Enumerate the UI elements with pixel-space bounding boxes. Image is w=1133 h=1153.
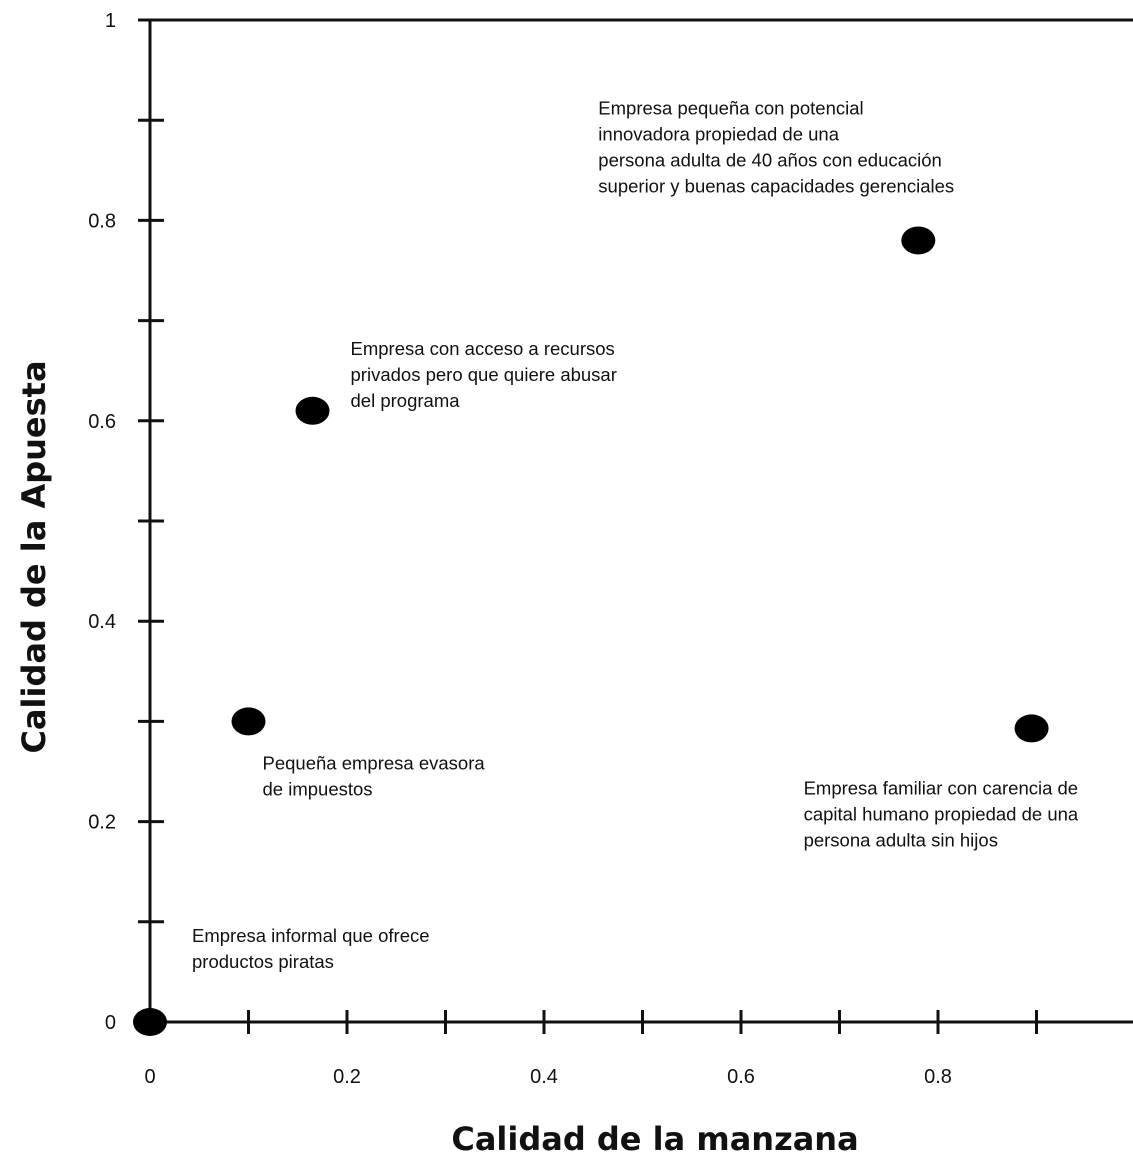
data-point [295, 396, 330, 425]
point-annotations: Empresa informal que ofrece productos pir… [192, 97, 1079, 972]
y-axis-title: Calidad de la Apuesta [15, 360, 53, 753]
point-annotation: Empresa familiar con carencia de capital … [804, 777, 1079, 850]
data-point [231, 707, 266, 736]
y-tick-label: 0.8 [88, 210, 116, 232]
x-axis-title: Calidad de la manzana [451, 1120, 858, 1153]
annotation-line: persona adulta de 40 años con educación [598, 149, 942, 170]
annotation-line: privados pero que quiere abusar [351, 364, 617, 385]
point-annotation: Empresa informal que ofrece productos pir… [192, 925, 430, 972]
x-tick-label: 0.8 [924, 1066, 952, 1088]
annotation-line: Empresa familiar con carencia de [804, 777, 1079, 798]
point-annotation: Pequeña empresa evasora de impuestos [263, 752, 486, 799]
annotation-line: Empresa con acceso a recursos [351, 338, 615, 359]
data-point [901, 226, 936, 255]
y-tick-label: 0 [105, 1012, 116, 1034]
annotation-line: capital humano propiedad de una [804, 803, 1079, 824]
data-point [1014, 714, 1049, 743]
y-tick-label: 0.4 [88, 611, 116, 633]
x-tick-label: 0 [144, 1066, 155, 1088]
annotation-line: Empresa pequeña con potencial [598, 97, 863, 118]
annotation-line: innovadora propiedad de una [598, 123, 839, 144]
y-ticks: 0 0.2 0.4 0.6 0.8 1 [88, 10, 164, 1034]
annotation-line: del programa [351, 390, 461, 411]
annotation-line: productos piratas [192, 951, 334, 972]
x-tick-label: 0.2 [333, 1066, 361, 1088]
point-annotation: Empresa pequeña con potencial innovadora … [598, 97, 954, 196]
y-tick-label: 0.6 [88, 411, 116, 433]
x-tick-label: 0.6 [727, 1066, 755, 1088]
annotation-line: de impuestos [263, 778, 373, 799]
annotation-line: superior y buenas capacidades gerenciale… [598, 175, 954, 196]
data-point [133, 1008, 167, 1036]
point-annotation: Empresa con acceso a recursos privados pe… [351, 338, 617, 411]
x-tick-label: 0.4 [530, 1066, 558, 1088]
annotation-line: persona adulta sin hijos [804, 829, 998, 850]
x-ticks: 00.20.40.60.81 [144, 1010, 1038, 1088]
annotation-line: Pequeña empresa evasora [263, 752, 486, 773]
annotation-line: Empresa informal que ofrece [192, 925, 430, 946]
y-tick-label: 1 [105, 10, 116, 32]
y-tick-label: 0.2 [88, 812, 116, 834]
data-points [133, 226, 1049, 1036]
